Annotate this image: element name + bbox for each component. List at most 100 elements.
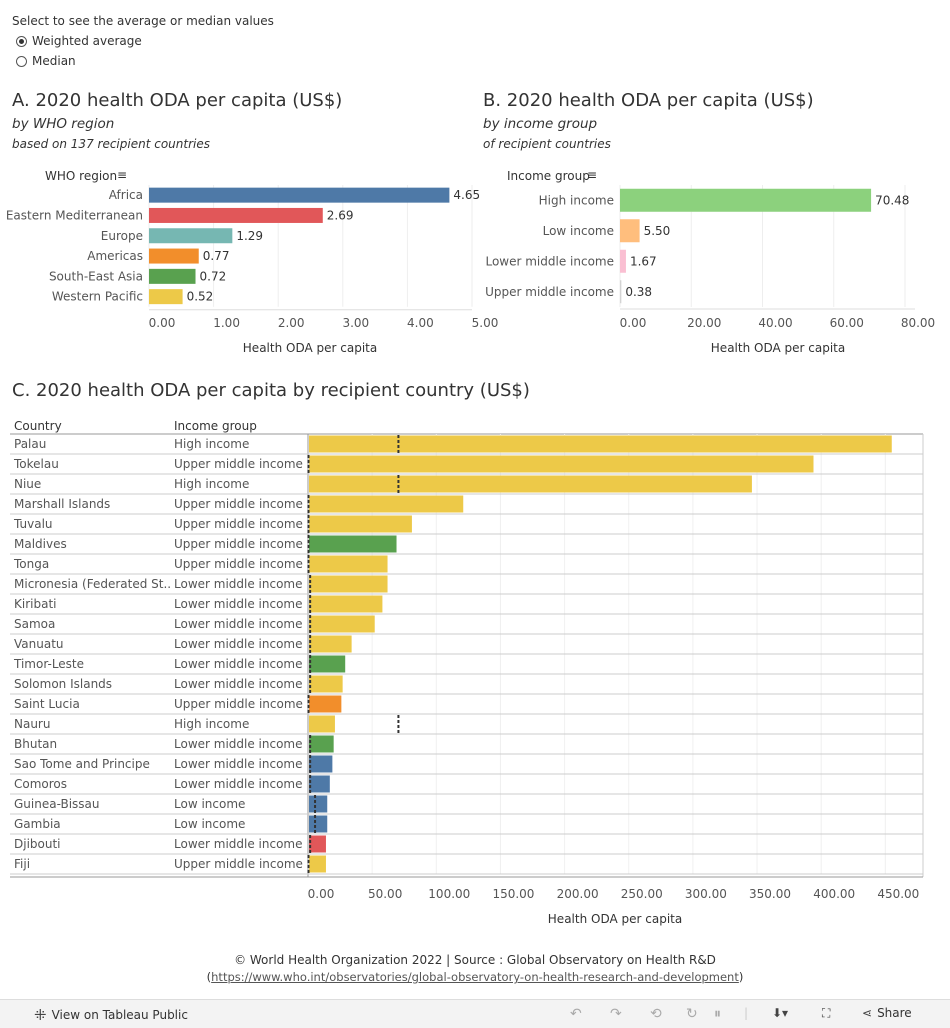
chart-a-data-label: 2.69: [327, 208, 354, 222]
chart-b-data-label: 1.67: [630, 254, 657, 268]
footer-close-paren: ): [738, 970, 744, 984]
chart-b-category-label: Upper middle income: [485, 285, 614, 299]
chart-c-bar-samoa[interactable]: [309, 615, 375, 633]
chart-c-income-label: Upper middle income: [174, 457, 303, 471]
radio-unselected-icon[interactable]: [16, 55, 27, 67]
chart-c-bar-marshall-islands[interactable]: [309, 495, 464, 513]
chart-c-income-label: High income: [174, 717, 249, 731]
chart-c-bar-vanuatu[interactable]: [309, 635, 352, 653]
chart-c-x-axis-title: Health ODA per capita: [548, 912, 682, 926]
chart-b-dim-header: Income group: [507, 169, 590, 183]
chart-c-bar-bhutan[interactable]: [309, 735, 334, 753]
radio-weighted-average[interactable]: Weighted average: [16, 34, 142, 48]
chart-a-bar-europe[interactable]: [149, 228, 233, 244]
radio-label-median: Median: [32, 54, 76, 68]
chart-c-bar-kiribati[interactable]: [309, 595, 383, 613]
chart-c-income-label: Lower middle income: [174, 737, 303, 751]
chart-c-country-label: Nauru: [14, 717, 50, 731]
sort-icon[interactable]: ≡: [117, 168, 127, 182]
chart-b-tick-label: 60.00: [830, 316, 864, 330]
chart-c-bar-tonga[interactable]: [309, 555, 388, 573]
chart-b-data-label: 0.38: [625, 285, 652, 299]
chart-c-bar-maldives[interactable]: [309, 535, 397, 553]
chart-a-data-label: 0.52: [187, 290, 214, 304]
chart-c-tick-label: 250.00: [621, 887, 663, 901]
chart-c-bar-djibouti[interactable]: [309, 835, 326, 853]
chart-c-bar-tuvalu[interactable]: [309, 515, 412, 533]
chart-a-data-label: 0.77: [203, 249, 230, 263]
chart-c-country-label: Comoros: [14, 777, 67, 791]
chart-a-bar-eastern-mediterranean[interactable]: [149, 207, 323, 223]
fullscreen-icon[interactable]: ⛶: [822, 1006, 831, 1020]
chart-a-bar-south-east-asia[interactable]: [149, 268, 196, 284]
chart-c-tick-label: 300.00: [685, 887, 727, 901]
chart-c-country-label: Solomon Islands: [14, 677, 112, 691]
chart-a-bar-western-pacific[interactable]: [149, 289, 183, 305]
chart-c-country-label: Vanuatu: [14, 637, 64, 651]
chart-b-bar-lower-middle-income[interactable]: [620, 249, 626, 273]
undo-icon[interactable]: ↶: [570, 1006, 582, 1022]
chart-c-col-header: Income group: [174, 419, 257, 433]
chart-a-tick-label: 1.00: [213, 316, 240, 330]
footer-link-line: (https://www.who.int/observatories/globa…: [0, 970, 950, 984]
refresh-icon[interactable]: ↻: [686, 1006, 698, 1022]
panel-b-subtitle2: of recipient countries: [483, 137, 611, 151]
share-button[interactable]: ⋖ Share: [862, 1006, 912, 1020]
chart-a-category-label: Americas: [87, 249, 143, 263]
chart-c-income-label: Upper middle income: [174, 497, 303, 511]
view-on-tableau-button[interactable]: ⁜ View on Tableau Public: [34, 1006, 188, 1024]
chart-b-category-label: Low income: [543, 224, 614, 238]
chart-c-country-label: Palau: [14, 437, 46, 451]
chart-a-bar-africa[interactable]: [149, 187, 450, 203]
footer-credit: © World Health Organization 2022 | Sourc…: [234, 953, 716, 967]
chart-a-bar-americas[interactable]: [149, 248, 199, 264]
chart-c-bar-gambia[interactable]: [309, 815, 328, 833]
panel-c-title: C. 2020 health ODA per capita by recipie…: [12, 380, 530, 401]
revert-icon[interactable]: ⟲: [650, 1006, 662, 1022]
radio-median[interactable]: Median: [16, 54, 76, 68]
chart-a-tick-label: 0.00: [149, 316, 176, 330]
chart-c-bar-sao-tome-and-principe[interactable]: [309, 755, 333, 773]
redo-icon[interactable]: ↷: [610, 1006, 622, 1022]
chart-c-tick-label: 50.00: [368, 887, 402, 901]
chart-c-bar-timor-leste[interactable]: [309, 655, 346, 673]
footer-open-paren: (: [206, 970, 212, 984]
tableau-logo-icon: ⁜: [34, 1006, 47, 1024]
chart-c-bar-comoros[interactable]: [309, 775, 330, 793]
chart-c-income-label: Lower middle income: [174, 617, 303, 631]
chart-c-income-label: Upper middle income: [174, 537, 303, 551]
pause-icon[interactable]: ⏸: [714, 1006, 721, 1022]
chart-c-country-label: Tuvalu: [13, 517, 53, 531]
chart-b-bar-high-income[interactable]: [620, 188, 872, 212]
chart-c-country-label: Tokelau: [13, 457, 59, 471]
chart-c-tick-label: 450.00: [877, 887, 919, 901]
chart-a-category-label: Western Pacific: [52, 290, 143, 304]
chart-a-tick-label: 2.00: [278, 316, 305, 330]
chart-c-tick-label: 350.00: [749, 887, 791, 901]
chart-c-income-label: Low income: [174, 797, 245, 811]
download-icon[interactable]: ⬇▾: [772, 1006, 789, 1020]
radio-selected-icon[interactable]: [16, 35, 27, 47]
chart-c-bar-solomon-islands[interactable]: [309, 675, 343, 693]
chart-c-country-label: Guinea-Bissau: [14, 797, 100, 811]
chart-c-country-label: Timor-Leste: [13, 657, 84, 671]
chart-c-bar-saint-lucia[interactable]: [309, 695, 342, 713]
panel-b-subtitle: by income group: [483, 116, 598, 132]
chart-c-bar-nauru[interactable]: [309, 715, 335, 733]
chart-b-bar-upper-middle-income[interactable]: [620, 280, 622, 304]
chart-c-country-label: Tonga: [13, 557, 49, 571]
chart-c-income-label: Lower middle income: [174, 637, 303, 651]
chart-c-bar-guinea-bissau[interactable]: [309, 795, 328, 813]
chart-c-bar-palau[interactable]: [309, 435, 892, 453]
source-link[interactable]: https://www.who.int/observatories/global…: [211, 970, 739, 984]
chart-c-tick-label: 100.00: [428, 887, 470, 901]
chart-b-category-label: Lower middle income: [485, 254, 614, 268]
chart-c-bar-micronesia-federated-st[interactable]: [309, 575, 388, 593]
chart-b-bar-low-income[interactable]: [620, 219, 640, 243]
chart-c-income-label: Lower middle income: [174, 677, 303, 691]
chart-c-bar-fiji[interactable]: [309, 855, 326, 873]
chart-c-bar-niue[interactable]: [309, 475, 752, 493]
sort-icon[interactable]: ≡: [587, 168, 597, 182]
chart-c-bar-tokelau[interactable]: [309, 455, 814, 473]
